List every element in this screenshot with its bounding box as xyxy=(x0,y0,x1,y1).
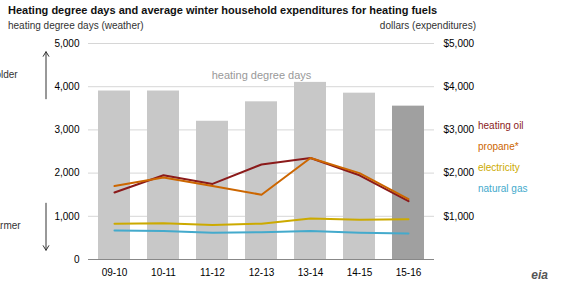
html-text:electricity: electricity xyxy=(478,162,520,173)
svg-text:09-10: 09-10 xyxy=(102,267,128,278)
svg-text:$3,000: $3,000 xyxy=(444,124,475,135)
svg-text:1,000: 1,000 xyxy=(54,211,79,222)
svg-text:15-16: 15-16 xyxy=(396,267,422,278)
html-text:Heating degree days and averag: Heating degree days and average winter h… xyxy=(8,4,438,16)
svg-text:12-13: 12-13 xyxy=(249,267,275,278)
html-text:dollars (expenditures): dollars (expenditures) xyxy=(379,20,476,31)
svg-text:0: 0 xyxy=(74,254,80,265)
html-text:natural gas: natural gas xyxy=(478,183,528,194)
svg-text:5,000: 5,000 xyxy=(54,38,79,49)
svg-text:2,000: 2,000 xyxy=(54,167,79,178)
html-text:propane*: propane* xyxy=(478,141,519,152)
svg-text:colder: colder xyxy=(0,69,18,80)
svg-text:$5,000: $5,000 xyxy=(444,38,475,49)
svg-text:$4,000: $4,000 xyxy=(444,81,475,92)
svg-text:$1,000: $1,000 xyxy=(444,211,475,222)
svg-text:4,000: 4,000 xyxy=(54,81,79,92)
svg-text:11-12: 11-12 xyxy=(200,267,225,278)
svg-text:13-14: 13-14 xyxy=(298,267,324,278)
svg-text:heating degree days: heating degree days xyxy=(212,69,312,81)
svg-text:3,000: 3,000 xyxy=(54,124,79,135)
svg-text:10-11: 10-11 xyxy=(151,267,176,278)
html-text:heating oil: heating oil xyxy=(478,120,524,131)
html-text:eia: eia xyxy=(531,268,548,282)
svg-text:warmer: warmer xyxy=(0,220,21,231)
html-text:heating degree days (weather): heating degree days (weather) xyxy=(8,20,144,31)
svg-text:$2,000: $2,000 xyxy=(444,167,475,178)
svg-text:14-15: 14-15 xyxy=(347,267,373,278)
